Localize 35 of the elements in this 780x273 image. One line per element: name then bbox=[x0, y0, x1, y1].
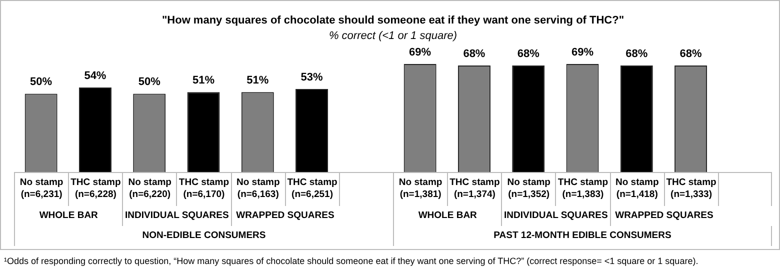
text: NON-EDIBLE CONSUMERS bbox=[14, 226, 393, 246]
x-tick-label: THC stamp (n=6,251) bbox=[287, 177, 338, 201]
data-label: 69% bbox=[409, 46, 432, 58]
data-label: 50% bbox=[138, 76, 161, 88]
chart-title: "How many squares of chocolate should someone eat if they want one serving of THC?" bbox=[162, 14, 624, 27]
x-tick-label: THC stamp (n=1,383) bbox=[558, 177, 608, 201]
data-label: 51% bbox=[192, 74, 215, 87]
x-tick-label: THC stamp (n=1,374) bbox=[450, 177, 500, 201]
data-label: 69% bbox=[571, 46, 594, 58]
text: WHOLE BAR bbox=[14, 206, 122, 226]
x-tick-label: THC stamp (n=6,228) bbox=[70, 177, 121, 201]
data-label: 68% bbox=[626, 48, 648, 60]
data-label: 68% bbox=[463, 48, 486, 60]
x-tick-label: No stamp (n=6,231) bbox=[20, 177, 64, 201]
text: INDIVIDUAL SQUARES bbox=[501, 206, 610, 226]
x-tick-label: No stamp (n=1,352) bbox=[507, 177, 550, 201]
x-tick-label: No stamp (n=1,418) bbox=[615, 177, 659, 201]
data-label: 68% bbox=[517, 48, 540, 60]
x-tick-label: THC stamp (n=6,170) bbox=[178, 177, 230, 201]
data-label: 68% bbox=[680, 48, 702, 60]
text: WRAPPED SQUARES bbox=[230, 206, 339, 226]
chart-subtitle: % correct (<1 or 1 square) bbox=[328, 30, 458, 42]
text: ¹Odds of responding correctly to question, “How many squares of chocolate should someone eat if they want one serving of THC?” (correct response= <1 square or 1 square). bbox=[4, 256, 698, 266]
data-label: 51% bbox=[246, 74, 269, 87]
x-tick-label: No stamp (n=6,163) bbox=[236, 177, 280, 201]
x-tick-label: No stamp (n=6,220) bbox=[128, 177, 172, 201]
data-label: 50% bbox=[30, 76, 52, 88]
x-tick-label: THC stamp (n=1,333) bbox=[666, 177, 716, 201]
text: PAST 12-MONTH EDIBLE CONSUMERS bbox=[393, 226, 772, 246]
text: INDIVIDUAL SQUARES bbox=[122, 206, 231, 226]
text: WRAPPED SQUARES bbox=[610, 206, 718, 226]
data-label: 53% bbox=[300, 72, 324, 84]
text: WHOLE BAR bbox=[393, 206, 502, 226]
data-label: 54% bbox=[84, 70, 106, 82]
x-tick-label: No stamp (n=1,381) bbox=[398, 177, 442, 201]
